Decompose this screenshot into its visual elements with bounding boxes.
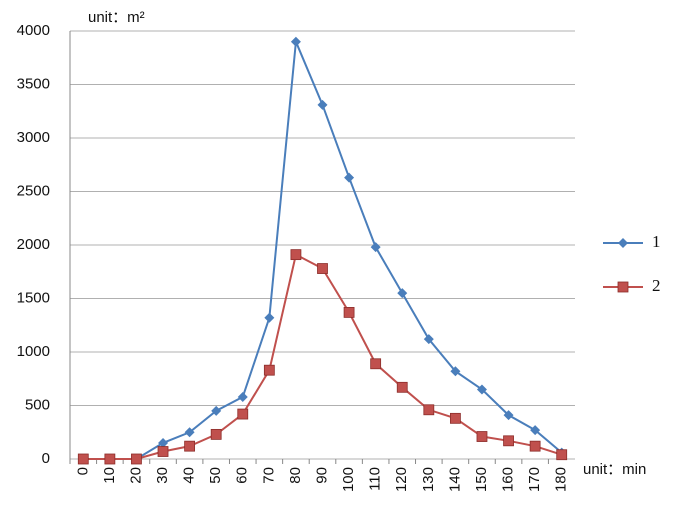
x-tick-label: 40 — [181, 467, 198, 484]
y-tick-label: 500 — [25, 396, 50, 413]
x-axis-label: unit：min — [583, 461, 646, 478]
x-tick-label: 130 — [420, 467, 437, 492]
point — [184, 440, 196, 452]
point — [397, 288, 408, 299]
x-tick-label: 120 — [393, 467, 410, 492]
legend-text: 1 — [652, 232, 661, 251]
point — [556, 449, 568, 461]
y-tick-label: 2500 — [17, 182, 50, 199]
y-tick-label: 1000 — [17, 343, 50, 360]
point — [131, 453, 142, 465]
x-tick-label: 140 — [446, 467, 463, 492]
point — [370, 358, 382, 370]
y-axis-label: unit：m² — [88, 9, 145, 26]
series-line — [83, 253, 563, 460]
point — [104, 453, 116, 465]
point — [476, 384, 487, 395]
point — [529, 440, 541, 452]
point — [77, 453, 89, 465]
point — [370, 242, 381, 253]
y-tick-label: 4000 — [17, 22, 50, 39]
point — [237, 408, 249, 420]
y-tick-label: 3500 — [17, 75, 50, 92]
point — [263, 364, 275, 376]
point — [264, 312, 275, 323]
point — [530, 425, 541, 436]
point — [157, 446, 169, 457]
point — [423, 404, 435, 416]
legend-marker — [618, 238, 628, 248]
x-tick-label: 80 — [287, 467, 304, 484]
point — [450, 366, 461, 377]
y-tick-label: 0 — [42, 450, 50, 467]
x-tick-label: 90 — [313, 467, 330, 484]
point — [237, 391, 248, 402]
point — [211, 405, 222, 416]
point — [290, 249, 302, 261]
x-tick-label: 20 — [127, 467, 144, 484]
point — [396, 381, 408, 393]
point — [158, 437, 169, 448]
point — [184, 427, 195, 438]
point — [290, 36, 301, 47]
x-tick-label: 0 — [74, 467, 91, 475]
legend-text: 2 — [652, 276, 661, 295]
x-tick-label: 10 — [101, 467, 118, 484]
point — [503, 410, 514, 421]
y-tick-label: 1500 — [17, 289, 50, 306]
x-tick-label: 60 — [234, 467, 251, 484]
point — [503, 435, 514, 447]
y-tick-label: 3000 — [17, 129, 50, 146]
x-tick-label: 180 — [553, 467, 570, 492]
x-tick-label: 110 — [367, 467, 384, 491]
point — [343, 307, 355, 318]
x-tick-label: 70 — [260, 467, 277, 484]
x-tick-label: 150 — [473, 467, 490, 492]
point — [317, 263, 328, 274]
point — [449, 412, 461, 424]
point — [210, 428, 222, 440]
legend-marker — [617, 281, 629, 293]
point — [344, 172, 355, 183]
x-tick-label: 100 — [340, 467, 357, 492]
x-tick-label: 30 — [154, 467, 171, 484]
x-tick-label: 170 — [526, 467, 543, 492]
y-tick-label: 2000 — [17, 236, 50, 253]
x-tick-label: 160 — [500, 467, 517, 492]
point — [423, 334, 434, 345]
x-tick-label: 50 — [207, 467, 224, 484]
point — [317, 99, 328, 110]
point — [476, 431, 488, 442]
